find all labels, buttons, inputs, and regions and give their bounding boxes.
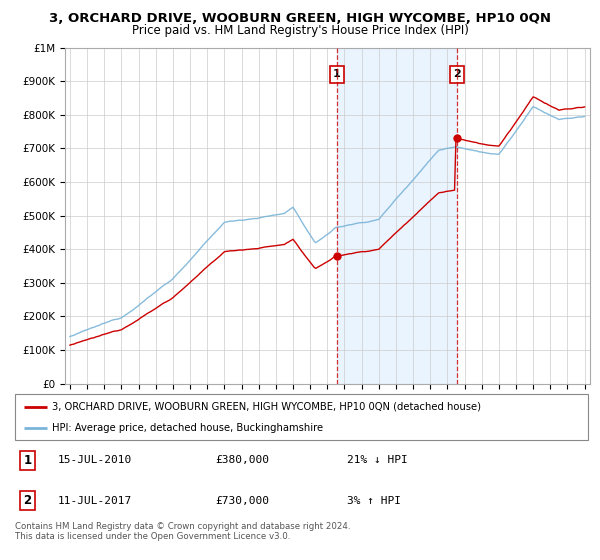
Text: 15-JUL-2010: 15-JUL-2010 xyxy=(58,455,132,465)
Text: 21% ↓ HPI: 21% ↓ HPI xyxy=(347,455,408,465)
Text: 3, ORCHARD DRIVE, WOOBURN GREEN, HIGH WYCOMBE, HP10 0QN: 3, ORCHARD DRIVE, WOOBURN GREEN, HIGH WY… xyxy=(49,12,551,25)
Text: 11-JUL-2017: 11-JUL-2017 xyxy=(58,496,132,506)
Text: 3, ORCHARD DRIVE, WOOBURN GREEN, HIGH WYCOMBE, HP10 0QN (detached house): 3, ORCHARD DRIVE, WOOBURN GREEN, HIGH WY… xyxy=(52,402,481,412)
Bar xyxy=(337,48,457,384)
Text: Contains HM Land Registry data © Crown copyright and database right 2024.
This d: Contains HM Land Registry data © Crown c… xyxy=(15,522,350,542)
Text: 3% ↑ HPI: 3% ↑ HPI xyxy=(347,496,401,506)
Text: HPI: Average price, detached house, Buckinghamshire: HPI: Average price, detached house, Buck… xyxy=(52,423,323,433)
Text: 2: 2 xyxy=(23,494,32,507)
Text: 2: 2 xyxy=(453,69,461,80)
Text: Price paid vs. HM Land Registry's House Price Index (HPI): Price paid vs. HM Land Registry's House … xyxy=(131,24,469,36)
Text: £730,000: £730,000 xyxy=(215,496,269,506)
Text: 1: 1 xyxy=(23,454,32,467)
Text: £380,000: £380,000 xyxy=(215,455,269,465)
Text: 1: 1 xyxy=(332,69,340,80)
